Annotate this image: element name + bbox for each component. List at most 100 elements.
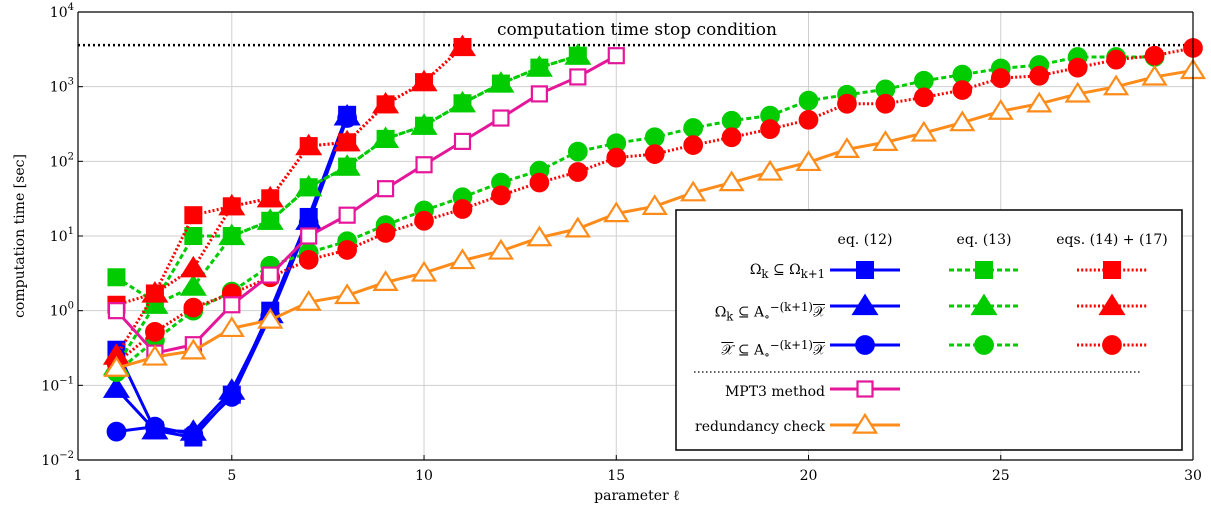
legend-marker-green_circle bbox=[974, 335, 994, 355]
data-point-redundancy bbox=[910, 120, 937, 142]
data-point-redundancy bbox=[141, 344, 169, 366]
data-point-red_circle bbox=[183, 297, 204, 318]
y-tick-label: 100 bbox=[50, 301, 74, 320]
data-point-mpt3 bbox=[261, 266, 279, 284]
data-point-red_circle bbox=[721, 127, 742, 148]
data-point-redundancy bbox=[1102, 74, 1130, 96]
data-point-blue_circle bbox=[221, 387, 242, 407]
legend-marker-green_square bbox=[975, 261, 993, 279]
data-point-redundancy bbox=[1141, 64, 1168, 86]
data-point-green_circle bbox=[721, 110, 742, 131]
data-point-red_circle bbox=[952, 80, 973, 100]
series-green_triangle bbox=[102, 43, 592, 376]
legend-col-eq14-17: eqs. (14) + (17) bbox=[1056, 232, 1167, 248]
series-blue_circle bbox=[106, 108, 357, 445]
legend-marker-red_square bbox=[1103, 261, 1121, 279]
y-tick-label: 10−1 bbox=[41, 375, 74, 394]
data-point-green_triangle bbox=[179, 274, 207, 296]
legend-samples bbox=[830, 261, 1147, 434]
legend-marker-redundancy bbox=[851, 412, 879, 434]
data-point-red_triangle bbox=[295, 133, 323, 156]
data-point-red_triangle bbox=[179, 255, 207, 278]
data-point-redundancy bbox=[795, 150, 822, 172]
data-point-mpt3 bbox=[415, 156, 433, 174]
y-tick-label: 104 bbox=[50, 2, 74, 21]
data-point-red_circle bbox=[1067, 57, 1088, 78]
y-tick-label: 102 bbox=[50, 151, 74, 170]
data-point-redundancy bbox=[756, 159, 784, 181]
data-point-redundancy bbox=[872, 130, 899, 151]
data-point-green_square bbox=[184, 227, 203, 245]
data-point-redundancy bbox=[487, 238, 515, 260]
data-point-red_circle bbox=[644, 144, 665, 164]
series-red_triangle bbox=[102, 34, 477, 365]
data-point-mpt3 bbox=[569, 68, 587, 86]
data-point-green_triangle bbox=[141, 292, 169, 314]
data-point-red_triangle bbox=[448, 34, 477, 57]
data-point-red_circle bbox=[837, 93, 857, 114]
data-point-redundancy bbox=[1064, 81, 1091, 103]
data-point-red_circle bbox=[1106, 49, 1126, 70]
data-point-redundancy bbox=[564, 216, 591, 238]
data-point-green_square bbox=[107, 268, 126, 287]
legend-row-label-omega-subset: Ωk ⊆ Ωk+1 bbox=[749, 262, 825, 281]
legend-marker-green_triangle bbox=[970, 293, 998, 316]
data-point-green_circle bbox=[567, 141, 588, 162]
legend-marker-blue_square bbox=[856, 261, 874, 279]
data-point-redundancy bbox=[526, 225, 553, 247]
x-tick-label: 1 bbox=[74, 468, 83, 484]
data-point-redundancy bbox=[449, 248, 476, 270]
x-tick-label: 20 bbox=[800, 468, 818, 484]
data-point-green_triangle bbox=[564, 43, 592, 65]
data-point-green_circle bbox=[798, 90, 819, 111]
data-point-red_circle bbox=[145, 322, 165, 342]
data-point-green_triangle bbox=[218, 223, 246, 246]
data-point-red_triangle bbox=[256, 185, 284, 208]
data-point-red_circle bbox=[760, 119, 780, 139]
legend-label-redundancy: redundancy check bbox=[695, 419, 825, 435]
legend-row-label-omega-preimage: Ωk ⊆ A∘−(k+1)𝒳 bbox=[714, 300, 825, 324]
data-point-redundancy bbox=[718, 170, 745, 192]
y-tick-label: 103 bbox=[50, 77, 74, 96]
data-point-red_circle bbox=[875, 93, 896, 114]
legend-marker-red_triangle bbox=[1098, 293, 1126, 316]
data-point-red_circle bbox=[1029, 65, 1050, 86]
data-point-mpt3 bbox=[607, 47, 625, 65]
data-point-redundancy bbox=[103, 355, 130, 377]
data-point-redundancy bbox=[410, 260, 438, 282]
series-line-red_triangle bbox=[115, 45, 464, 357]
data-point-redundancy bbox=[603, 201, 630, 223]
data-point-mpt3 bbox=[453, 132, 472, 150]
data-point-mpt3 bbox=[492, 109, 510, 127]
data-point-blue_circle bbox=[337, 108, 357, 128]
plot-area bbox=[102, 34, 1207, 447]
data-point-red_circle bbox=[375, 223, 396, 243]
x-tick-label: 15 bbox=[607, 468, 625, 484]
data-point-redundancy bbox=[1026, 91, 1053, 113]
data-point-red_circle bbox=[567, 162, 588, 182]
data-point-green_triangle bbox=[333, 154, 361, 176]
data-point-red_triangle bbox=[333, 129, 361, 152]
data-point-green_triangle bbox=[448, 90, 477, 113]
data-point-green_triangle bbox=[487, 71, 515, 93]
data-point-redundancy bbox=[257, 307, 284, 329]
series-mpt3 bbox=[107, 47, 625, 362]
y-axis-label: computation time [sec] bbox=[12, 154, 28, 318]
data-point-mpt3 bbox=[338, 206, 356, 224]
data-point-red_circle bbox=[298, 249, 319, 270]
x-tick-label: 30 bbox=[1184, 468, 1202, 484]
data-point-red_triangle bbox=[372, 91, 400, 114]
data-point-redundancy bbox=[218, 316, 245, 338]
legend-marker-mpt3 bbox=[856, 380, 874, 398]
data-point-mpt3 bbox=[530, 85, 548, 103]
data-point-mpt3 bbox=[376, 180, 395, 198]
data-point-redundancy bbox=[334, 283, 361, 305]
series-redundancy bbox=[103, 58, 1207, 377]
data-point-green_circle bbox=[914, 70, 934, 91]
data-point-redundancy bbox=[180, 338, 207, 360]
x-tick-label: 5 bbox=[227, 468, 236, 484]
data-point-mpt3 bbox=[107, 302, 126, 320]
legend-row-label-x-preimage: 𝒳 ⊆ A∘−(k+1)𝒳 bbox=[721, 338, 825, 362]
